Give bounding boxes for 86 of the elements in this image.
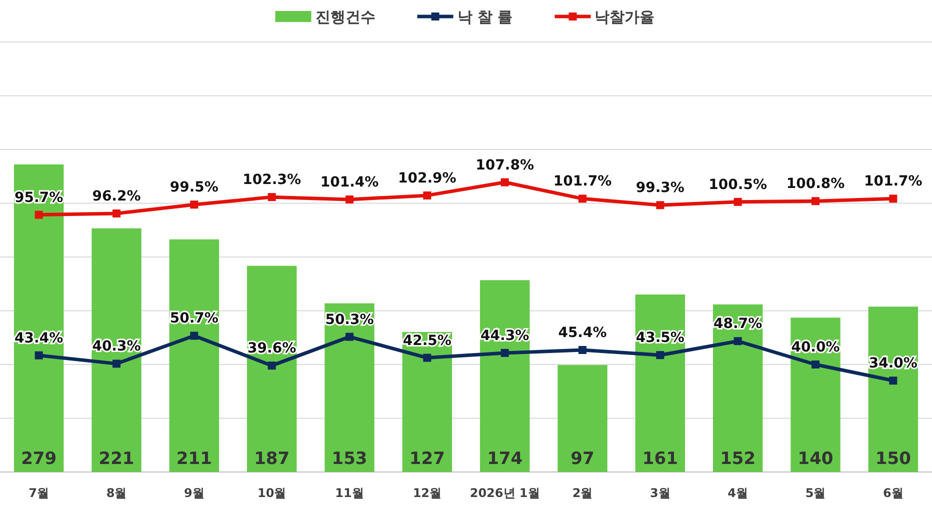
data-label: 43.5% [636, 330, 684, 346]
bar [712, 304, 763, 472]
point [500, 178, 509, 186]
x-tick-label: 10월 [257, 486, 286, 500]
data-label: 42.5% [402, 332, 452, 349]
data-label: 45.4% [558, 324, 607, 341]
point [423, 354, 432, 362]
legend-label: 낙 찰 률 [457, 8, 513, 26]
data-label: 40.0% [791, 340, 840, 356]
point [34, 210, 43, 219]
point [346, 195, 354, 204]
point [656, 351, 664, 360]
x-tick-label: 12월 [412, 486, 442, 500]
bar [635, 294, 686, 472]
bar [14, 164, 64, 472]
bar [790, 318, 840, 472]
x-tick-label: 11월 [335, 486, 364, 500]
x-tick-label: 8월 [106, 486, 127, 500]
point [423, 191, 432, 200]
data-label: 44.3% [480, 328, 530, 344]
bar [868, 306, 918, 472]
data-label: 174 [487, 449, 523, 469]
data-label: 99.5% [170, 180, 218, 196]
x-tick-label: 2026년 1월 [470, 486, 540, 500]
bar [480, 280, 530, 472]
point [500, 348, 509, 357]
x-tick-label: 4월 [728, 486, 748, 500]
bar [169, 239, 220, 472]
data-label: 96.2% [92, 188, 141, 204]
x-tick-label: 2월 [572, 486, 593, 500]
data-label: 48.7% [714, 316, 762, 332]
point [346, 332, 354, 341]
data-label: 101.7% [864, 174, 922, 190]
point [34, 351, 43, 360]
data-label: 101.7% [553, 174, 612, 190]
point [112, 360, 120, 368]
data-label: 101.4% [320, 174, 379, 190]
data-label: 211 [176, 449, 212, 469]
data-label: 153 [332, 449, 368, 469]
legend-label: 진행건수 [315, 8, 376, 26]
data-label: 43.4% [14, 330, 64, 346]
data-label: 102.3% [242, 172, 301, 188]
bar [558, 365, 608, 472]
point [889, 376, 898, 385]
x-tick-label: 9월 [184, 486, 204, 500]
data-label: 187 [254, 449, 290, 469]
point [268, 362, 276, 370]
data-label: 50.3% [325, 312, 374, 328]
point [268, 193, 276, 202]
bar [324, 303, 374, 472]
x-tick-label: 5월 [805, 486, 826, 500]
data-label: 40.3% [92, 338, 141, 355]
data-label: 100.5% [708, 176, 767, 193]
bar [246, 266, 297, 472]
data-label: 107.8% [476, 157, 534, 174]
legend-label: 낙찰가율 [594, 8, 655, 26]
data-label: 34.0% [868, 356, 918, 372]
point [734, 337, 742, 346]
data-label: 127 [409, 449, 445, 469]
data-label: 99.3% [636, 180, 684, 196]
data-label: 102.9% [398, 170, 456, 186]
point [734, 198, 742, 206]
point [889, 194, 898, 203]
point [812, 197, 820, 206]
point [190, 200, 198, 209]
point [578, 194, 586, 203]
point [578, 346, 586, 354]
data-label: 161 [642, 449, 678, 469]
point [812, 360, 820, 368]
data-label: 150 [875, 449, 912, 469]
data-label: 95.7% [14, 190, 64, 206]
point [112, 209, 120, 218]
data-label: 100.8% [786, 176, 845, 192]
point [190, 332, 198, 340]
point [656, 201, 664, 210]
data-label: 221 [98, 449, 134, 469]
data-label: 97 [570, 449, 594, 469]
data-label: 50.7% [170, 310, 218, 327]
x-tick-label: 6월 [882, 486, 904, 500]
data-label: 39.6% [248, 340, 296, 357]
bar [92, 228, 142, 472]
data-label: 140 [798, 449, 834, 469]
x-tick-label: 7월 [28, 486, 50, 500]
data-label: 279 [21, 449, 57, 469]
x-tick-label: 3월 [650, 486, 670, 500]
data-label: 152 [720, 449, 756, 469]
